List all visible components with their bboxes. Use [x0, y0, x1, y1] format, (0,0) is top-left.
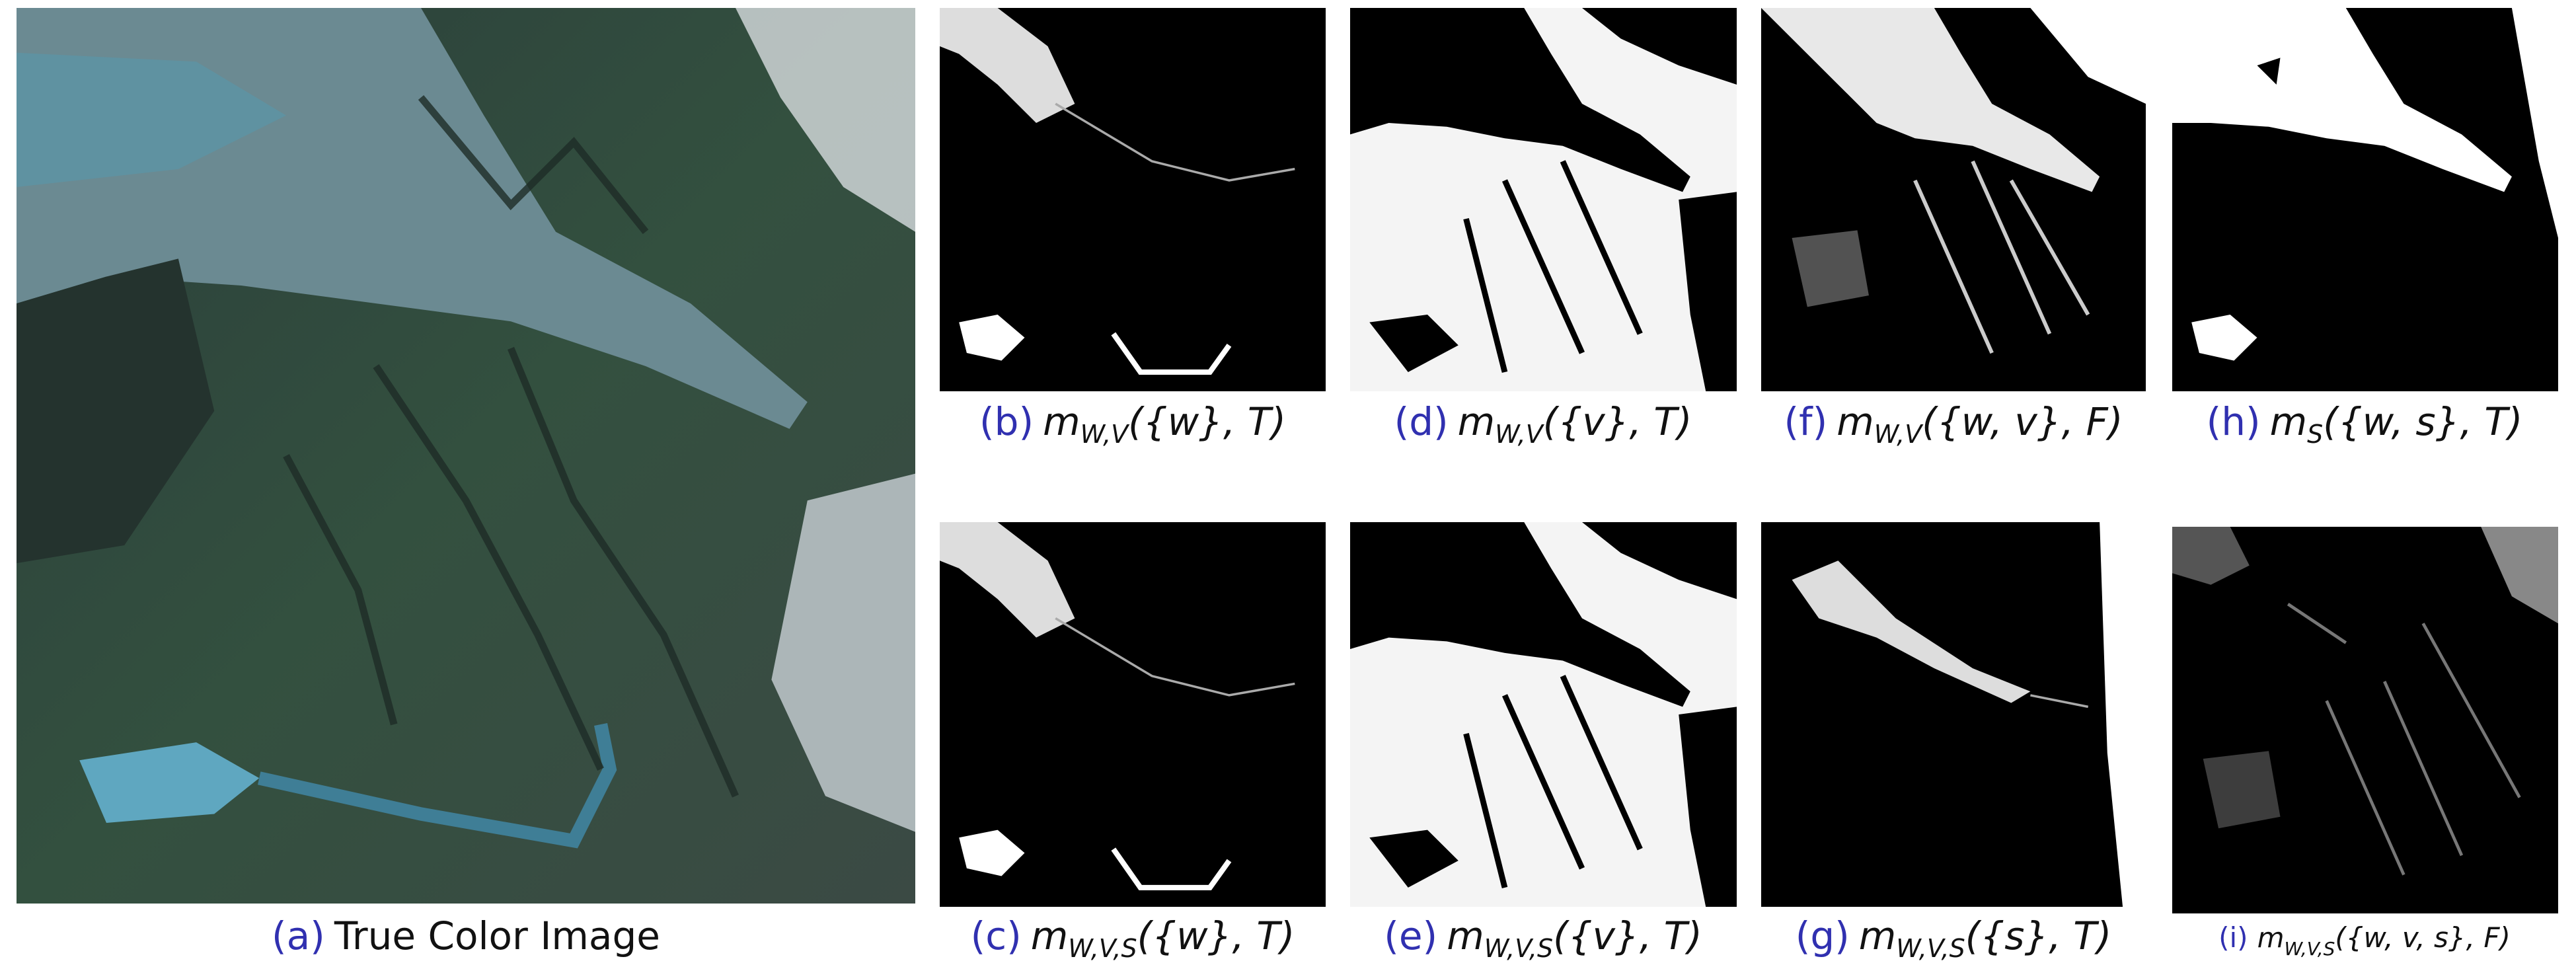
- caption-argument: ({w}, T): [1137, 913, 1295, 958]
- caption-subscript: W,V: [1874, 420, 1922, 449]
- figure: (a)True Color Image (b)mW,V({w}, T) (c)m…: [0, 0, 2576, 963]
- caption-label: (h): [2207, 399, 2261, 444]
- caption: (f)mW,V({w, v}, F): [1742, 399, 2165, 449]
- caption-subscript: W,V,S: [1068, 934, 1137, 963]
- mask-image: [940, 8, 1326, 391]
- caption-math: mW,V,S({v}, T): [1447, 913, 1702, 958]
- caption-math: mW,V,S({s}, T): [1859, 913, 2111, 958]
- page: {"panels": [ {"caption": {"label": "(a)"…: [0, 0, 2576, 963]
- caption-subscript: W,V,S: [1484, 934, 1553, 963]
- caption-symbol: m: [2270, 399, 2308, 444]
- mask-image: [1350, 8, 1737, 391]
- caption-math: mS({w, s}, T): [2270, 399, 2523, 444]
- caption-subscript: W,V: [1495, 420, 1543, 449]
- caption-label: (g): [1796, 913, 1850, 958]
- caption-argument: ({v}, T): [1543, 399, 1692, 444]
- caption: (i) mW,V,S({w, v, s}, F): [2153, 921, 2576, 960]
- caption-label: (f): [1784, 399, 1828, 444]
- caption-subscript: W,V: [1080, 420, 1129, 449]
- caption: (e)mW,V,S({v}, T): [1332, 913, 1755, 963]
- caption-subscript: S: [2307, 420, 2323, 449]
- caption-argument: ({w, v}, F): [1922, 399, 2123, 444]
- caption: (h)mS({w, s}, T): [2153, 399, 2576, 449]
- caption: (b)mW,V({w}, T): [921, 399, 1344, 449]
- mask-image: [2172, 8, 2558, 391]
- caption-math: mW,V,S({w}, T): [1031, 913, 1295, 958]
- caption-symbol: m: [1031, 913, 1069, 958]
- caption: (a)True Color Image: [17, 913, 915, 958]
- caption: (c)mW,V,S({w}, T): [921, 913, 1344, 963]
- caption-symbol: m: [1043, 399, 1080, 444]
- true-color-image: [17, 8, 915, 904]
- caption-argument: ({s}, T): [1965, 913, 2112, 958]
- image-region: [2172, 527, 2558, 913]
- caption-label: (i): [2218, 921, 2248, 954]
- caption: (d)mW,V({v}, T): [1332, 399, 1755, 449]
- caption-symbol: m: [1447, 913, 1484, 958]
- mask-image: [1350, 522, 1737, 907]
- caption-subscript: W,V,S: [2285, 938, 2335, 960]
- caption-argument: ({w, s}, T): [2323, 399, 2522, 444]
- caption-label: (a): [272, 913, 325, 958]
- mask-image: [1761, 8, 2146, 391]
- caption-math: mW,V({w}, T): [1043, 399, 1286, 444]
- caption-label: (e): [1384, 913, 1437, 958]
- caption-label: (d): [1394, 399, 1449, 444]
- caption-math: mW,V,S({w, v, s}, F): [2257, 921, 2511, 954]
- caption-symbol: m: [1837, 399, 1874, 444]
- caption: (g)mW,V,S({s}, T): [1742, 913, 2165, 963]
- caption-math: mW,V({v}, T): [1458, 399, 1692, 444]
- mask-image: [940, 522, 1326, 907]
- caption-label: (c): [971, 913, 1022, 958]
- caption-math: mW,V({w, v}, F): [1837, 399, 2123, 444]
- caption-argument: ({w}, T): [1128, 399, 1286, 444]
- caption-symbol: m: [2257, 921, 2285, 954]
- caption-subscript: W,V,S: [1896, 934, 1965, 963]
- caption-argument: ({v}, T): [1553, 913, 1702, 958]
- caption-argument: ({w, v, s}, F): [2335, 921, 2510, 954]
- caption-symbol: m: [1458, 399, 1496, 444]
- caption-text: True Color Image: [334, 913, 660, 958]
- mask-image: [1761, 522, 2146, 907]
- caption-symbol: m: [1859, 913, 1897, 958]
- caption-label: (b): [979, 399, 1034, 444]
- mask-image: [2172, 527, 2558, 913]
